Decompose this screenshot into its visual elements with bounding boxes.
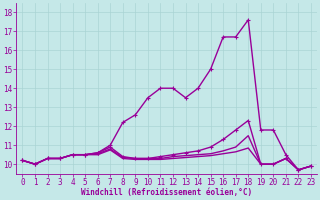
X-axis label: Windchill (Refroidissement éolien,°C): Windchill (Refroidissement éolien,°C) bbox=[81, 188, 252, 197]
